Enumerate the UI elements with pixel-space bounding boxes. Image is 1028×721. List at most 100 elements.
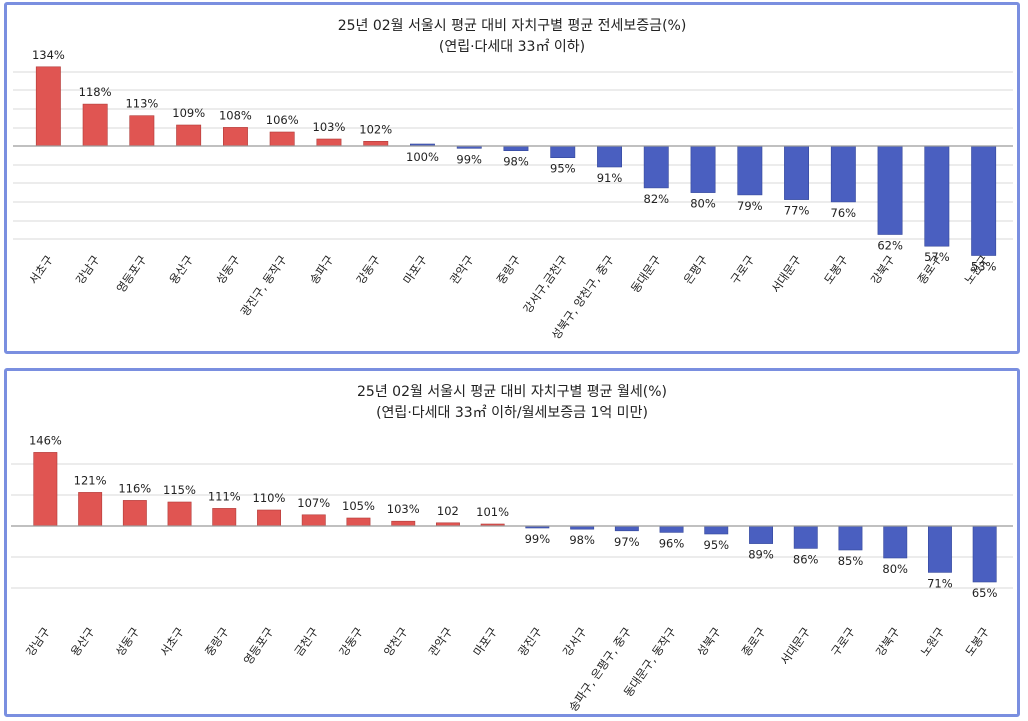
category-label: 영등포구: [114, 253, 150, 296]
data-label: 107%: [297, 496, 330, 510]
bar: [690, 145, 716, 193]
category-label: 금천구: [291, 625, 321, 659]
data-label: 82%: [644, 192, 670, 206]
data-label: 85%: [838, 554, 864, 568]
bar: [597, 145, 623, 168]
category-label: 관악구: [447, 253, 477, 287]
bar: [749, 525, 774, 544]
bar: [503, 145, 529, 151]
bar: [316, 138, 342, 147]
data-label: 57%: [924, 250, 950, 264]
data-label: 80%: [690, 197, 716, 211]
data-label: 98%: [503, 155, 529, 169]
bar: [257, 509, 281, 527]
category-label: 용산구: [68, 625, 98, 659]
bar: [883, 525, 908, 559]
chart-panel-jeonse: 25년 02월 서울시 평균 대비 자치구별 평균 전세보증금(%) (연립·다…: [4, 2, 1020, 354]
category-label: 강남구: [23, 625, 53, 659]
data-label: 116%: [118, 481, 151, 495]
bar: [659, 525, 684, 533]
bar: [793, 525, 818, 549]
category-label: 중랑구: [494, 253, 524, 287]
category-label: 서대문구: [768, 253, 804, 296]
chart-title: 25년 02월 서울시 평균 대비 자치구별 평균 전세보증금(%): [337, 18, 687, 34]
category-label: 관악구: [426, 625, 456, 659]
category-label: 성북구: [694, 625, 724, 659]
bar: [391, 520, 416, 527]
bar: [927, 525, 952, 573]
bar: [223, 127, 248, 147]
data-label: 134%: [32, 48, 65, 62]
data-label: 99%: [525, 532, 551, 546]
data-label: 106%: [266, 113, 299, 127]
category-label: 강서구,금천구: [520, 253, 570, 316]
category-label: 송파구: [307, 253, 337, 287]
bar: [784, 145, 810, 200]
data-label: 79%: [737, 199, 763, 213]
bar: [972, 525, 997, 583]
data-label: 62%: [877, 239, 903, 253]
data-label: 76%: [831, 206, 857, 220]
data-label: 113%: [125, 97, 158, 111]
jeonse-bar-chart: 134% 서초구 118% 강남구 113% 영등포구 109% 용산구 108% 성동구 106%…: [13, 48, 1013, 342]
data-label: 86%: [793, 552, 819, 566]
data-label: 89%: [748, 548, 774, 562]
data-label: 77%: [784, 204, 810, 218]
chart-panel-wolse: 25년 02월 서울시 평균 대비 자치구별 평균 월세(%) (연립·다세대 …: [4, 368, 1020, 717]
bar: [301, 514, 326, 527]
data-label: 121%: [74, 473, 107, 487]
data-label: 99%: [456, 152, 482, 166]
data-label: 96%: [659, 536, 685, 550]
category-label: 종로구: [739, 625, 769, 659]
data-label: 111%: [208, 489, 241, 503]
category-label: 노원구: [918, 625, 948, 659]
bar: [614, 525, 639, 532]
category-label: 중랑구: [202, 625, 232, 659]
category-label: 마포구: [400, 253, 430, 287]
category-label: 용산구: [166, 253, 196, 287]
category-label: 성동구: [113, 625, 143, 659]
bar: [35, 66, 61, 147]
category-label: 강동구: [353, 253, 383, 287]
data-label: 102%: [359, 122, 392, 136]
bar: [363, 141, 389, 147]
category-label: 은평구: [681, 253, 711, 287]
bar: [704, 525, 729, 535]
category-label: 광진구: [515, 625, 545, 659]
category-label: 서초구: [26, 253, 56, 287]
data-label: 103%: [387, 502, 420, 516]
category-label: 종로구: [915, 253, 945, 287]
data-label: 95%: [704, 538, 730, 552]
bar: [838, 525, 863, 551]
data-label: 101%: [476, 505, 509, 519]
data-label: 97%: [614, 535, 640, 549]
category-label: 양천구: [381, 625, 411, 659]
bar: [550, 145, 576, 158]
category-label: 서초구: [157, 625, 187, 659]
data-label: 71%: [927, 576, 953, 590]
category-label: 강남구: [73, 253, 103, 287]
chart-subtitle: (연립·다세대 33㎡ 이하): [438, 39, 586, 55]
data-label: 146%: [29, 433, 62, 447]
category-label: 마포구: [470, 625, 500, 659]
category-label: 성동구: [213, 253, 243, 287]
category-label: 영등포구: [241, 625, 277, 668]
bar: [33, 452, 58, 527]
bar: [737, 145, 763, 196]
category-label: 동대문구: [628, 253, 664, 296]
data-label: 105%: [342, 499, 375, 513]
bar: [82, 103, 108, 147]
data-label: 53%: [971, 260, 997, 274]
chart-subtitle: (연립·다세대 33㎡ 이하/월세보증금 1억 미만): [376, 405, 648, 421]
category-label: 광진구, 동작구: [238, 253, 290, 319]
wolse-bar-chart: 146% 강남구 121% 용산구 116% 성동구 115% 서초구 111% 중랑구 110% 영…: [11, 433, 1013, 714]
data-label: 118%: [79, 85, 112, 99]
category-label: 강동구: [336, 625, 366, 659]
bar: [78, 492, 103, 527]
category-label: 도봉구: [821, 253, 851, 287]
bar: [122, 500, 147, 527]
category-label: 강북구: [868, 253, 898, 287]
data-label: 103%: [313, 120, 346, 134]
category-label: 강서구: [560, 625, 590, 659]
category-label: 도봉구: [962, 625, 992, 659]
